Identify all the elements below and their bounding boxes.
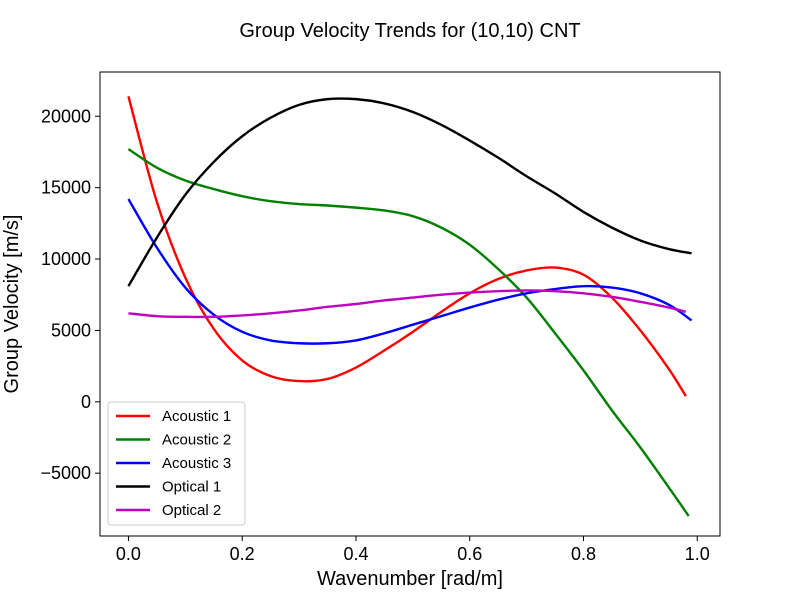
y-tick-label: 0 (81, 392, 91, 412)
legend-label: Acoustic 3 (162, 455, 231, 472)
chart-title: Group Velocity Trends for (10,10) CNT (239, 20, 580, 42)
legend-label: Optical 2 (162, 502, 221, 519)
y-tick-label: 20000 (41, 106, 91, 126)
x-tick-label: 0.0 (116, 544, 141, 564)
legend: Acoustic 1 Acoustic 2 Acoustic 3 Optical 1 O… (107, 401, 246, 526)
legend-label: Optical 1 (162, 479, 221, 496)
series-line-1 (127, 95, 687, 397)
series-line-3 (127, 198, 693, 345)
x-tick-label: 0.6 (457, 544, 482, 564)
x-tick-label: 0.8 (571, 544, 596, 564)
x-tick-label: 0.4 (343, 544, 368, 564)
plot-area-frame (99, 71, 721, 537)
legend-items: Acoustic 1 Acoustic 2 Acoustic 3 Optical 1 O… (116, 408, 231, 519)
x-tick-label: 0.2 (230, 544, 255, 564)
y-tick-label: 15000 (41, 178, 91, 198)
series-layer (127, 95, 693, 517)
x-axis-ticks: 0.0 0.2 0.4 0.6 0.8 1.0 (116, 536, 710, 564)
series-line-4 (127, 97, 692, 287)
legend-label: Acoustic 1 (162, 408, 231, 425)
y-tick-label: 5000 (51, 320, 91, 340)
y-axis-label: Group Velocity [m/s] (1, 215, 23, 394)
y-tick-label: 10000 (41, 249, 91, 269)
legend-label: Acoustic 2 (162, 432, 231, 449)
x-tick-label: 1.0 (685, 544, 710, 564)
legend-box (107, 401, 246, 526)
y-axis-ticks: −5000 0 5000 10000 15000 20000 (40, 106, 100, 483)
y-tick-label: −5000 (40, 463, 91, 483)
x-axis-label: Wavenumber [rad/m] (317, 568, 503, 590)
series-line-2 (127, 148, 690, 517)
series-line-5 (128, 289, 687, 319)
